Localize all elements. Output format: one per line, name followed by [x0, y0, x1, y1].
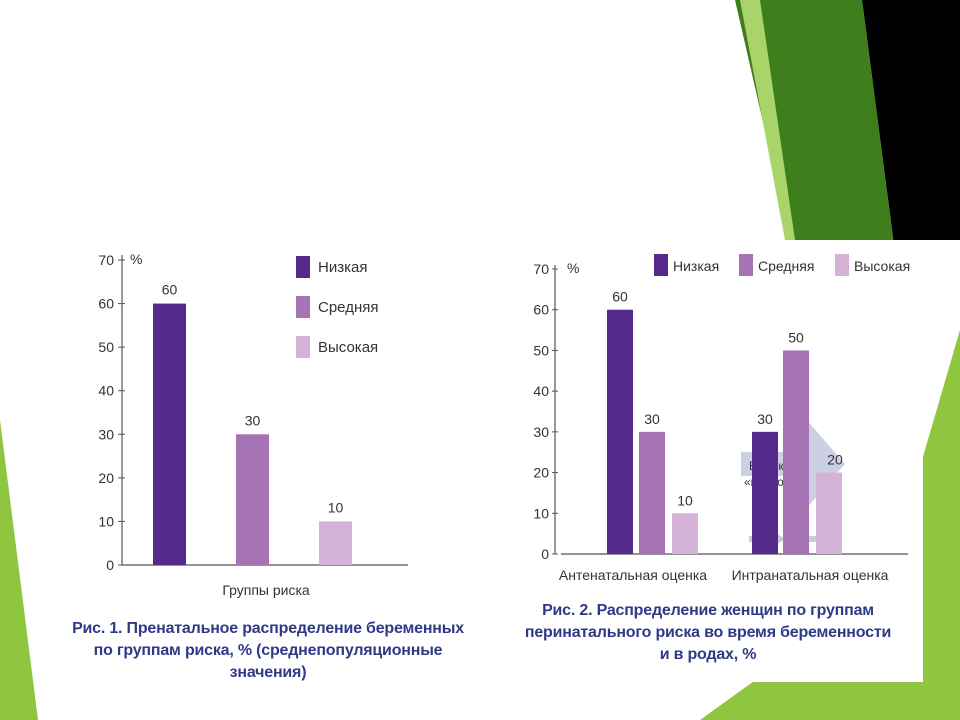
bar-value-label: 10 [677, 492, 693, 508]
bar-2 [236, 434, 269, 565]
bar-1-2 [639, 431, 665, 554]
chart-figure-1: 0 10 20 30 40 50 60 70% Группы риска 60 30 10 Низк… [78, 240, 498, 680]
y-axis-unit: % [567, 260, 579, 276]
figure-2-caption: Рис. 2. Распределение женщин по группам … [523, 600, 893, 666]
bar-1 [153, 303, 186, 565]
y-tick-label: 70 [98, 252, 114, 268]
green-sliver-shape [740, 0, 795, 240]
x-category-label: Интранатальная оценка [732, 567, 889, 583]
chart-figure-2: 0 10 20 30 40 50 60 70% Антенатальная оценка Интр… [523, 240, 923, 682]
dark-green-right-shape [735, 0, 922, 460]
bar-value-label: 30 [644, 411, 660, 427]
figure-1-caption-line-1: Рис. 1. Пренатальное распределение берем… [72, 620, 464, 637]
black-corner-shape [862, 0, 960, 460]
chart-2-svg: 0 10 20 30 40 50 60 70 % Антенатальная оценка Интр… [533, 254, 910, 583]
legend-swatch [296, 256, 310, 278]
legend-swatch [296, 296, 310, 318]
legend-swatch [296, 336, 310, 358]
bar-1-1 [607, 309, 633, 554]
y-tick-label: 20 [98, 470, 114, 486]
legend-swatch [654, 254, 668, 276]
figure-2-caption-line-2: перинатального риска во время беременнос… [524, 624, 892, 641]
y-tick-label: 60 [533, 302, 549, 318]
legend-label: Низкая [673, 258, 719, 274]
bar-value-label: 30 [245, 412, 261, 428]
bar-value-label: 30 [757, 411, 773, 427]
bar-1-3 [672, 513, 698, 554]
y-tick-label: 50 [533, 342, 549, 358]
bar-2-3 [816, 472, 842, 554]
x-category-label: Антенатальная оценка [559, 567, 707, 583]
y-tick-label: 20 [533, 465, 549, 481]
bar-value-label: 50 [788, 329, 804, 345]
bar-2-2 [783, 350, 809, 554]
y-tick-label: 30 [98, 426, 114, 442]
y-tick-label: 30 [533, 424, 549, 440]
bar-2-1 [752, 431, 778, 554]
bar-value-label: 60 [162, 282, 178, 298]
legend-swatch [835, 254, 849, 276]
bar-3 [319, 521, 352, 565]
legend-label: Высокая [318, 339, 378, 356]
bar-value-label: 10 [328, 499, 344, 515]
legend-label: Низкая [318, 259, 367, 276]
y-tick-label: 60 [98, 296, 114, 312]
bar-value-label: 20 [827, 452, 843, 468]
y-tick-label: 10 [98, 513, 114, 529]
y-tick-label: 50 [98, 339, 114, 355]
x-axis-label: Группы риска [222, 582, 310, 598]
y-tick-label: 40 [98, 383, 114, 399]
legend-label: Средняя [758, 258, 814, 274]
light-green-left-shape [0, 420, 38, 720]
legend-label: Средняя [318, 299, 378, 316]
bar-value-label: 60 [612, 289, 628, 305]
chart-1-svg: 0 10 20 30 40 50 60 70 % Группы риска 60 30 10 Низк… [98, 251, 408, 598]
y-tick-label: 70 [533, 261, 549, 277]
y-tick-label: 0 [541, 546, 549, 562]
y-tick-label: 0 [106, 557, 114, 573]
y-axis-unit: % [130, 251, 142, 267]
legend-label: Высокая [854, 258, 910, 274]
y-tick-label: 40 [533, 383, 549, 399]
y-tick-label: 10 [533, 505, 549, 521]
figure-2-caption-line-1: Рис. 2. Распределение женщин по группам [542, 602, 874, 619]
figure-2-caption-line-3: и в родах, % [659, 646, 757, 663]
figure-1-caption: Рис. 1. Пренатальное распределение берем… [58, 618, 478, 684]
figure-1-caption-line-2: по группам риска, % (среднепопуляционные… [93, 642, 443, 681]
legend-swatch [739, 254, 753, 276]
